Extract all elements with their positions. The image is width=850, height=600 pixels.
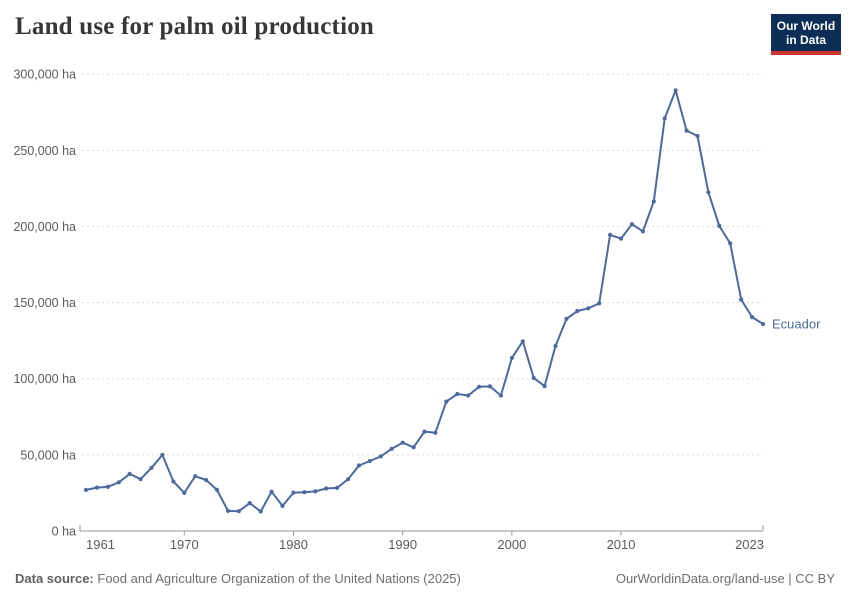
data-point[interactable] bbox=[455, 391, 460, 397]
y-axis-tick-label: 200,000 ha bbox=[13, 220, 76, 234]
data-point[interactable] bbox=[138, 477, 143, 482]
data-source-text: Food and Agriculture Organization of the… bbox=[97, 571, 461, 586]
data-point[interactable] bbox=[651, 199, 656, 204]
data-point[interactable] bbox=[182, 490, 187, 495]
data-source: Data source: Food and Agriculture Organi… bbox=[15, 571, 461, 586]
data-point[interactable] bbox=[520, 339, 525, 344]
credit-link[interactable]: OurWorldinData.org/land-use | CC BY bbox=[615, 571, 835, 586]
data-point[interactable] bbox=[280, 503, 285, 508]
data-point[interactable] bbox=[346, 477, 351, 482]
data-source-label: Data source: bbox=[15, 571, 94, 586]
data-point[interactable] bbox=[411, 445, 416, 450]
owid-logo[interactable]: Our World in Data bbox=[771, 14, 841, 56]
data-point[interactable] bbox=[171, 479, 176, 484]
x-axis-tick-label: 1980 bbox=[279, 537, 308, 552]
series-label-ecuador[interactable]: Ecuador bbox=[772, 317, 821, 332]
data-point[interactable] bbox=[378, 454, 383, 459]
y-axis-tick-label: 50,000 ha bbox=[20, 448, 76, 462]
data-point[interactable] bbox=[728, 241, 733, 246]
data-point[interactable] bbox=[422, 429, 427, 434]
data-point[interactable] bbox=[291, 490, 296, 495]
data-point[interactable] bbox=[236, 509, 241, 514]
data-point[interactable] bbox=[706, 190, 711, 195]
data-point[interactable] bbox=[83, 487, 89, 492]
data-point[interactable] bbox=[608, 232, 613, 237]
data-point[interactable] bbox=[400, 440, 405, 445]
data-point[interactable] bbox=[717, 223, 722, 228]
data-point[interactable] bbox=[575, 308, 580, 314]
data-point[interactable] bbox=[269, 489, 274, 494]
data-point[interactable] bbox=[302, 490, 307, 495]
data-point[interactable] bbox=[531, 375, 536, 380]
data-point[interactable] bbox=[553, 343, 558, 349]
data-point[interactable] bbox=[247, 501, 252, 506]
data-point[interactable] bbox=[498, 393, 503, 398]
data-point[interactable] bbox=[225, 508, 231, 513]
data-point[interactable] bbox=[356, 463, 362, 468]
data-point[interactable] bbox=[324, 486, 329, 491]
y-axis-tick-label: 100,000 ha bbox=[13, 372, 76, 386]
data-point[interactable] bbox=[739, 297, 744, 302]
data-point[interactable] bbox=[160, 452, 165, 457]
data-point[interactable] bbox=[640, 229, 646, 234]
owid-logo-line2: in Data bbox=[785, 33, 826, 48]
data-point[interactable] bbox=[564, 316, 569, 321]
data-point[interactable] bbox=[127, 471, 132, 476]
y-axis-tick-label: 300,000 ha bbox=[13, 68, 76, 82]
data-point[interactable] bbox=[313, 489, 318, 494]
y-axis-tick-label: 0 ha bbox=[52, 524, 76, 538]
x-axis-tick-label: 2023 bbox=[735, 537, 764, 552]
data-point[interactable] bbox=[750, 315, 755, 320]
data-point[interactable] bbox=[509, 355, 514, 360]
data-point[interactable] bbox=[116, 480, 121, 485]
data-point[interactable] bbox=[204, 477, 209, 483]
data-point[interactable] bbox=[487, 384, 493, 389]
x-axis-tick-label: 2010 bbox=[607, 537, 636, 552]
data-point[interactable] bbox=[695, 133, 700, 139]
data-point[interactable] bbox=[94, 485, 99, 490]
data-point[interactable] bbox=[760, 321, 766, 327]
chart-title: Land use for palm oil production bbox=[15, 13, 375, 40]
data-point[interactable] bbox=[335, 485, 340, 490]
x-axis-tick-label: 1970 bbox=[170, 537, 199, 552]
y-axis-tick-label: 150,000 ha bbox=[13, 296, 76, 310]
data-point[interactable] bbox=[542, 384, 547, 389]
x-axis-tick-label: 1990 bbox=[388, 537, 417, 552]
data-point[interactable] bbox=[433, 430, 438, 435]
data-point[interactable] bbox=[673, 88, 678, 93]
data-point[interactable] bbox=[214, 487, 220, 492]
x-axis-tick-label: 2000 bbox=[497, 537, 526, 552]
data-point[interactable] bbox=[389, 446, 394, 451]
data-point[interactable] bbox=[193, 474, 198, 479]
data-point[interactable] bbox=[618, 236, 624, 241]
owid-logo-line1: Our World bbox=[776, 19, 836, 33]
data-point[interactable] bbox=[466, 393, 471, 398]
data-point[interactable] bbox=[444, 399, 449, 404]
series-line-ecuador[interactable] bbox=[85, 89, 764, 513]
data-point[interactable] bbox=[629, 222, 635, 227]
data-point[interactable] bbox=[149, 465, 154, 470]
data-point[interactable] bbox=[586, 306, 591, 311]
chart-footer: Data source: Food and Agriculture Organi… bbox=[15, 571, 835, 586]
data-point[interactable] bbox=[684, 128, 689, 133]
data-point[interactable] bbox=[662, 116, 667, 121]
data-point[interactable] bbox=[367, 458, 372, 464]
data-point[interactable] bbox=[477, 384, 482, 389]
y-axis-tick-label: 250,000 ha bbox=[13, 144, 76, 158]
data-point[interactable] bbox=[258, 509, 263, 514]
data-point[interactable] bbox=[597, 301, 602, 306]
data-point[interactable] bbox=[105, 484, 110, 489]
x-axis-tick-label: 1961 bbox=[86, 537, 115, 552]
